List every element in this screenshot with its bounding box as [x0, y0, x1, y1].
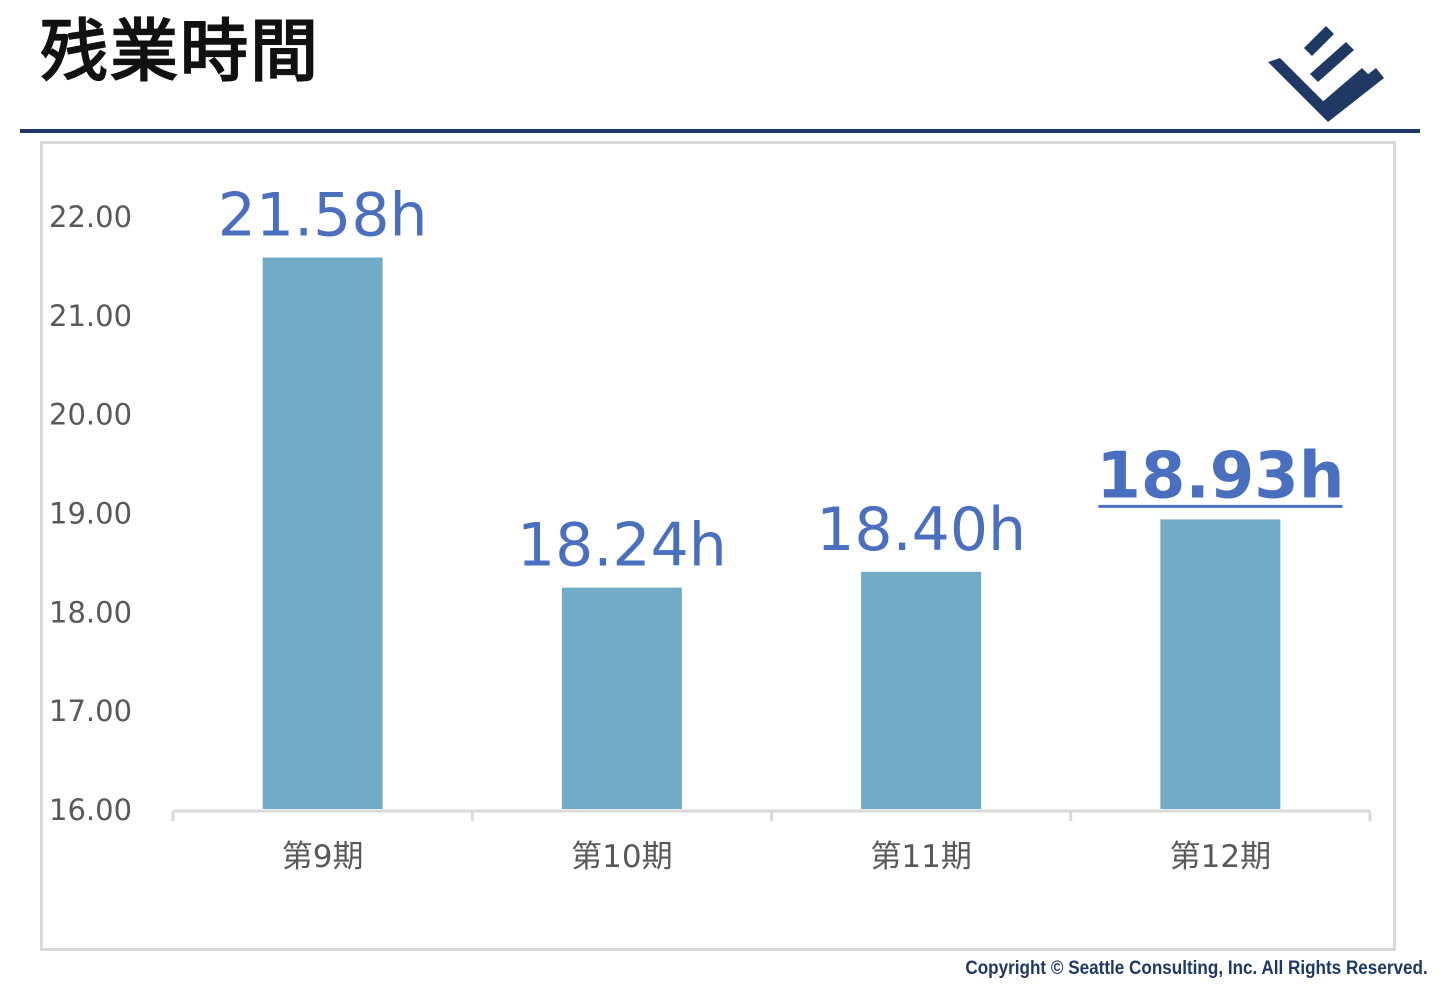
y-tick-label: 19.00 — [49, 497, 132, 531]
data-label-4: 18.93h — [1096, 439, 1344, 513]
data-label-3: 18.40h — [816, 495, 1026, 565]
chart-frame: 16.00 17.00 18.00 19.00 20.00 21.00 22.00 21.58… — [40, 141, 1396, 951]
y-tick-label: 17.00 — [49, 694, 132, 728]
y-tick-label: 20.00 — [49, 398, 132, 432]
bar-2 — [561, 587, 682, 809]
y-tick-label: 16.00 — [49, 793, 132, 827]
y-tick-label: 22.00 — [49, 200, 132, 234]
bar-4 — [1160, 519, 1281, 809]
data-label-1: 21.58h — [218, 181, 428, 251]
x-tick-label: 第9期 — [282, 839, 364, 875]
bar-1 — [262, 257, 383, 809]
data-label-2: 18.24h — [517, 511, 727, 581]
header-divider — [20, 129, 1420, 133]
bar-3 — [861, 571, 982, 809]
company-logo-icon — [1268, 26, 1384, 122]
y-tick-label: 21.00 — [49, 299, 132, 333]
bar-chart: 16.00 17.00 18.00 19.00 20.00 21.00 22.00 21.58… — [49, 181, 1372, 875]
copyright-text: Copyright © Seattle Consulting, Inc. All… — [965, 958, 1428, 979]
x-tick-label: 第10期 — [571, 839, 672, 875]
y-tick-label: 18.00 — [49, 595, 132, 629]
x-tick-label: 第12期 — [1170, 839, 1271, 875]
page-title: 残業時間 — [40, 13, 321, 92]
x-tick-label: 第11期 — [870, 839, 971, 875]
